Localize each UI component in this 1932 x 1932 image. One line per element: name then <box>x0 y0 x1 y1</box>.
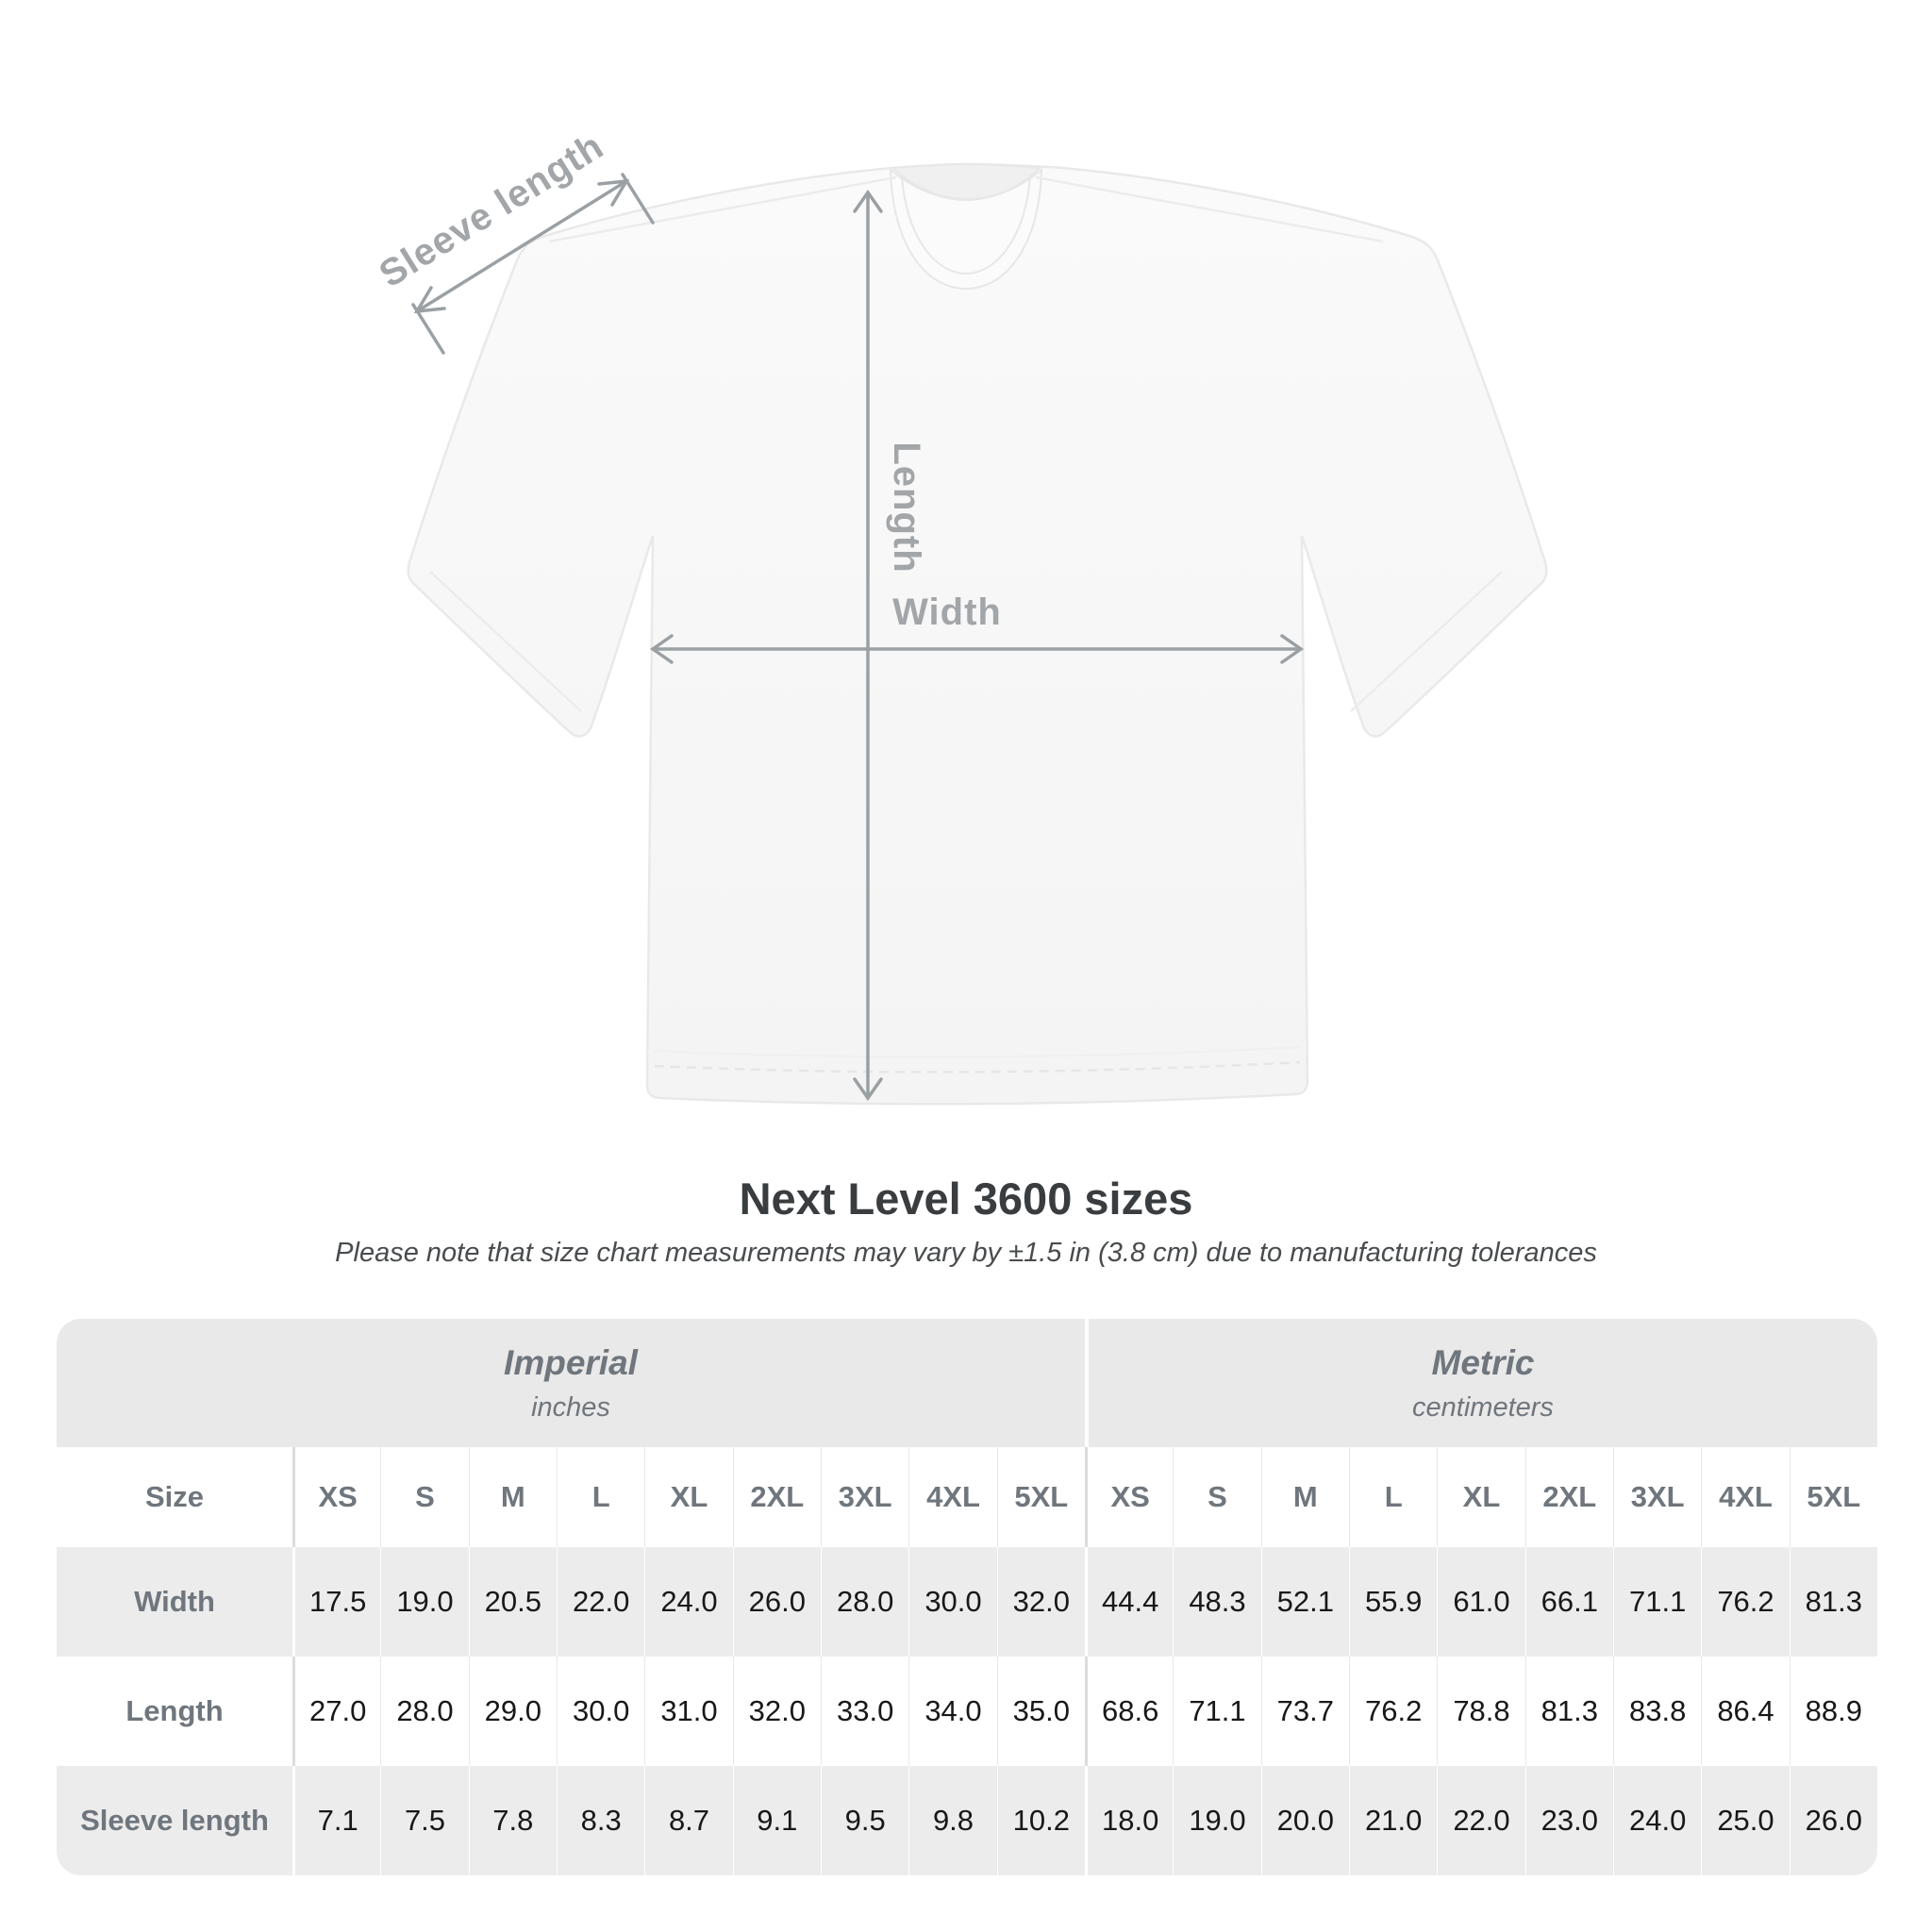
value-cell: 34.0 <box>908 1657 996 1766</box>
row-label: Sleeve length <box>80 1804 269 1837</box>
length-label: Length <box>886 441 927 573</box>
size-header: XL <box>644 1447 732 1547</box>
value-cell: 33.0 <box>821 1657 908 1766</box>
size-corner-label: Size <box>144 1480 205 1513</box>
metric-unit: centimeters <box>1412 1391 1554 1423</box>
value-cell: 20.5 <box>468 1547 557 1657</box>
imperial-section-header: Imperial inches <box>57 1319 1085 1447</box>
value-cell: 88.9 <box>1789 1657 1877 1766</box>
value-cell: 27.0 <box>292 1657 380 1766</box>
value-cell: 8.3 <box>557 1766 644 1875</box>
sleeve-length-dimension-arrow <box>411 173 655 355</box>
value-cell: 17.5 <box>292 1547 380 1657</box>
value-cell: 32.0 <box>996 1547 1085 1657</box>
value-cell: 26.0 <box>732 1547 821 1657</box>
width-label: Width <box>892 591 1002 633</box>
value-cell: 52.1 <box>1260 1547 1349 1657</box>
size-header: L <box>557 1447 644 1547</box>
value-cell: 7.5 <box>380 1766 468 1875</box>
table-row-length: Length 27.0 28.0 29.0 30.0 31.0 32.0 33.… <box>57 1657 1877 1766</box>
page-title: Next Level 3600 sizes <box>739 1174 1193 1224</box>
value-cell: 22.0 <box>1437 1766 1524 1875</box>
value-cell: 7.8 <box>468 1766 557 1875</box>
value-cell: 9.1 <box>732 1766 821 1875</box>
size-header: 3XL <box>821 1447 908 1547</box>
value-cell: 66.1 <box>1524 1547 1613 1657</box>
value-cell: 26.0 <box>1789 1766 1877 1875</box>
value-cell: 83.8 <box>1613 1657 1701 1766</box>
value-cell: 71.1 <box>1613 1547 1701 1657</box>
value-cell: 19.0 <box>1173 1766 1260 1875</box>
row-label: Length <box>125 1694 224 1727</box>
tshirt-measurement-diagram: Sleeve length Length Width <box>373 125 1548 1106</box>
value-cell: 68.6 <box>1085 1657 1173 1766</box>
value-cell: 29.0 <box>468 1657 557 1766</box>
value-cell: 20.0 <box>1260 1766 1349 1875</box>
width-dimension-arrow <box>649 634 1305 664</box>
length-dimension-arrow <box>853 189 883 1102</box>
value-cell: 9.5 <box>821 1766 908 1875</box>
tshirt-graphic <box>407 162 1548 1106</box>
value-cell: 55.9 <box>1349 1547 1437 1657</box>
value-cell: 31.0 <box>644 1657 732 1766</box>
value-cell: 32.0 <box>732 1657 821 1766</box>
size-header: 4XL <box>1701 1447 1789 1547</box>
value-cell: 19.0 <box>380 1547 468 1657</box>
value-cell: 30.0 <box>557 1657 644 1766</box>
value-cell: 71.1 <box>1173 1657 1260 1766</box>
value-cell: 23.0 <box>1524 1766 1613 1875</box>
size-header: S <box>380 1447 468 1547</box>
value-cell: 24.0 <box>1613 1766 1701 1875</box>
value-cell: 81.3 <box>1524 1657 1613 1766</box>
metric-title: Metric <box>1431 1342 1535 1382</box>
value-cell: 22.0 <box>557 1547 644 1657</box>
value-cell: 28.0 <box>821 1547 908 1657</box>
value-cell: 76.2 <box>1349 1657 1437 1766</box>
size-header: 4XL <box>908 1447 996 1547</box>
size-header: M <box>1260 1447 1349 1547</box>
value-cell: 18.0 <box>1085 1766 1173 1875</box>
size-header: 3XL <box>1613 1447 1701 1547</box>
size-header: XS <box>292 1447 380 1547</box>
value-cell: 8.7 <box>644 1766 732 1875</box>
size-header: 2XL <box>732 1447 821 1547</box>
value-cell: 86.4 <box>1701 1657 1789 1766</box>
size-header: XL <box>1437 1447 1524 1547</box>
tolerance-note: Please note that size chart measurements… <box>335 1238 1597 1268</box>
value-cell: 25.0 <box>1701 1766 1789 1875</box>
size-header: 5XL <box>996 1447 1085 1547</box>
imperial-unit: inches <box>531 1391 610 1423</box>
unit-system-band-row: Imperial inches Metric centimeters <box>57 1319 1877 1447</box>
value-cell: 7.1 <box>292 1766 380 1875</box>
table-row-width: Width 17.5 19.0 20.5 22.0 24.0 26.0 28.0… <box>57 1547 1877 1657</box>
value-cell: 24.0 <box>644 1547 732 1657</box>
value-cell: 76.2 <box>1701 1547 1789 1657</box>
size-header: S <box>1173 1447 1260 1547</box>
value-cell: 73.7 <box>1260 1657 1349 1766</box>
value-cell: 78.8 <box>1437 1657 1524 1766</box>
value-cell: 81.3 <box>1789 1547 1877 1657</box>
size-header: M <box>468 1447 557 1547</box>
size-header: 5XL <box>1789 1447 1877 1547</box>
value-cell: 48.3 <box>1173 1547 1260 1657</box>
value-cell: 30.0 <box>908 1547 996 1657</box>
value-cell: 21.0 <box>1349 1766 1437 1875</box>
heading-block: Next Level 3600 sizes Please note that s… <box>0 1173 1932 1269</box>
metric-section-header: Metric centimeters <box>1085 1319 1877 1447</box>
value-cell: 35.0 <box>996 1657 1085 1766</box>
size-header: L <box>1349 1447 1437 1547</box>
imperial-title: Imperial <box>504 1342 638 1382</box>
value-cell: 28.0 <box>380 1657 468 1766</box>
size-header: 2XL <box>1524 1447 1613 1547</box>
value-cell: 44.4 <box>1085 1547 1173 1657</box>
row-label: Width <box>134 1585 215 1618</box>
size-header: XS <box>1085 1447 1173 1547</box>
value-cell: 9.8 <box>908 1766 996 1875</box>
table-row-sleeve-length: Sleeve length 7.1 7.5 7.8 8.3 8.7 9.1 9.… <box>57 1766 1877 1875</box>
size-header-row: Size XS S M L XL 2XL 3XL 4XL 5XL XS S M … <box>57 1447 1877 1547</box>
size-chart-table: Imperial inches Metric centimeters Size … <box>57 1319 1877 1875</box>
value-cell: 10.2 <box>996 1766 1085 1875</box>
value-cell: 61.0 <box>1437 1547 1524 1657</box>
